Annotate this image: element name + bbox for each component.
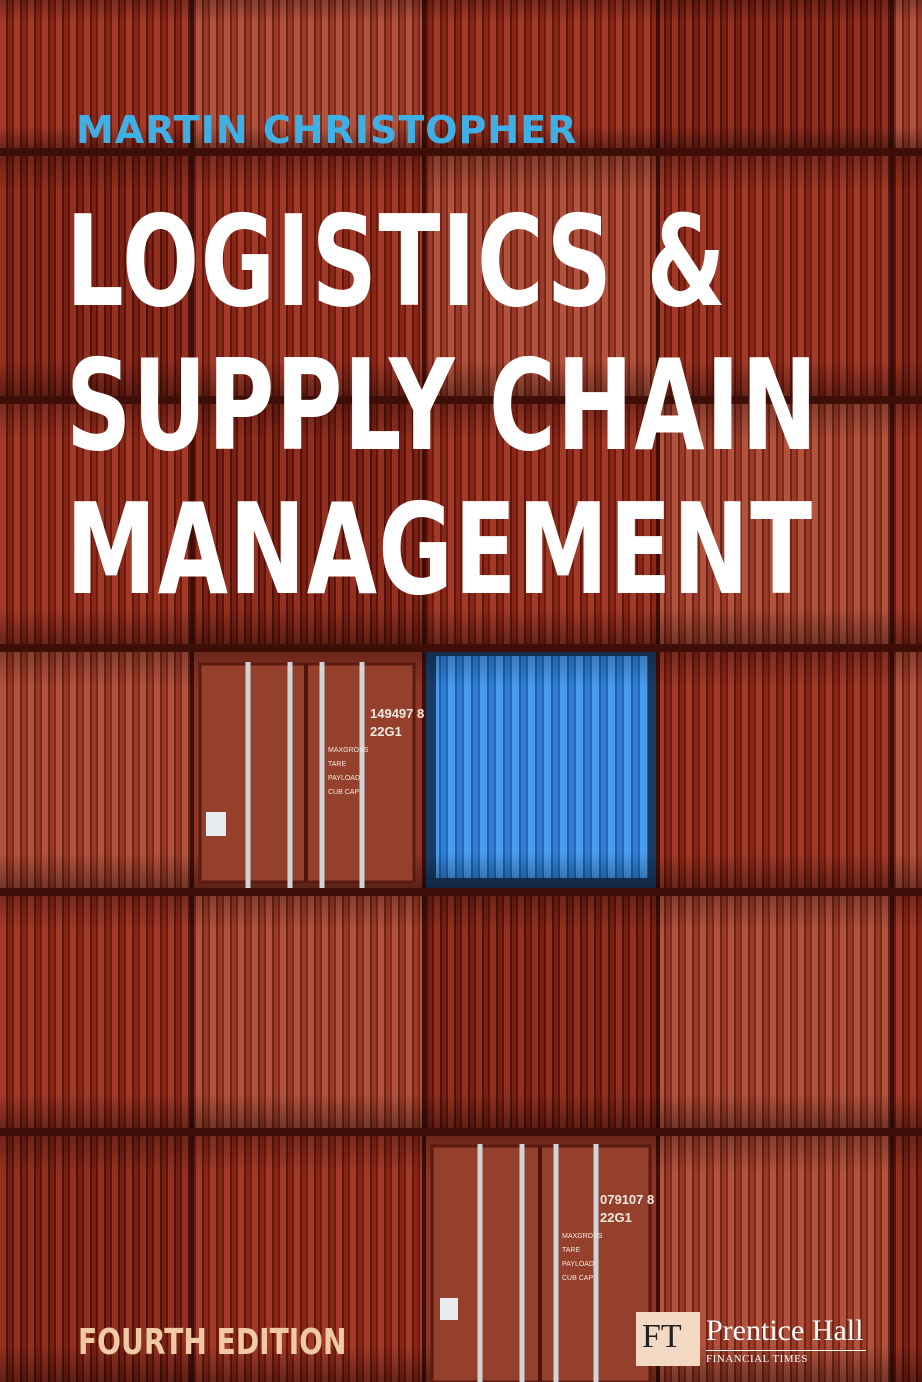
svg-text:PAYLOAD: PAYLOAD (328, 775, 360, 782)
title-line-2: SUPPLY CHAIN (66, 332, 819, 479)
svg-text:22G1: 22G1 (600, 1210, 632, 1225)
svg-text:079107 8: 079107 8 (600, 1192, 654, 1207)
author-name: MARTIN CHRISTOPHER (76, 108, 578, 152)
svg-text:TARE: TARE (328, 761, 346, 768)
publisher-subtitle: FINANCIAL TIMES (706, 1353, 808, 1365)
svg-text:MAXGROSS: MAXGROSS (562, 1233, 603, 1240)
ft-logo-text: FT (642, 1318, 682, 1355)
book-title: LOGISTICS & SUPPLY CHAIN MANAGEMENT (66, 190, 886, 622)
svg-text:CUB CAP: CUB CAP (328, 789, 359, 796)
ft-logo-icon: FT (636, 1312, 700, 1366)
svg-text:TARE: TARE (562, 1247, 580, 1254)
svg-text:149497 8: 149497 8 (370, 706, 424, 721)
title-line-3: MANAGEMENT (66, 476, 814, 623)
publisher-name: Prentice Hall (706, 1314, 864, 1347)
container-doors-top: 149497 8 22G1 MAXGROSS TARE PAYLOAD CUB … (198, 662, 424, 888)
svg-text:CUB CAP: CUB CAP (562, 1275, 593, 1282)
publisher-logo: FT Prentice Hall FINANCIAL TIMES (636, 1312, 868, 1366)
edition-label: FOURTH EDITION (78, 1322, 347, 1363)
svg-text:22G1: 22G1 (370, 724, 402, 739)
container-doors-bottom: 079107 8 22G1 MAXGROSS TARE PAYLOAD CUB … (430, 1144, 654, 1382)
svg-text:MAXGROSS: MAXGROSS (328, 747, 369, 754)
svg-text:PAYLOAD: PAYLOAD (562, 1261, 594, 1268)
title-line-1: LOGISTICS & (66, 188, 728, 335)
publisher-divider (706, 1350, 866, 1351)
